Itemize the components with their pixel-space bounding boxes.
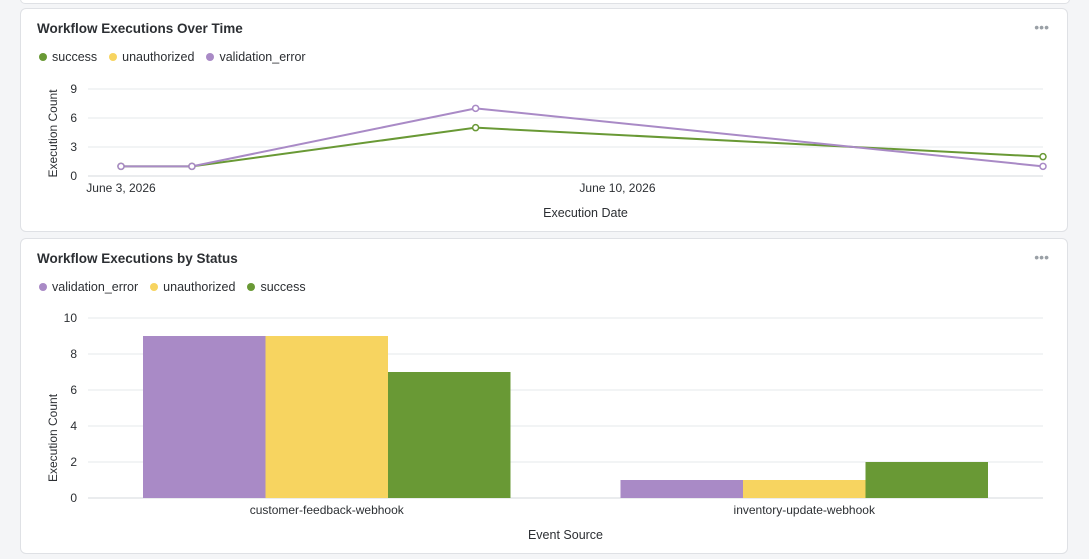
legend-label: validation_error [52, 280, 139, 294]
x-axis-label: Execution Date [543, 206, 628, 220]
legend-item-unauthorized[interactable]: unauthorized [109, 50, 194, 64]
y-tick-label: 0 [70, 169, 77, 183]
legend-swatch [247, 283, 256, 291]
legend-swatch [39, 283, 47, 291]
bar-unauthorized[interactable] [265, 336, 389, 498]
y-tick-label: 3 [70, 140, 77, 154]
legend-swatch [109, 53, 118, 61]
y-tick-label: 6 [70, 111, 77, 125]
y-tick-label: 10 [64, 311, 78, 325]
x-tick-label: June 3, 2026 [86, 181, 156, 195]
legend-label: unauthorized [122, 50, 195, 64]
more-horizontal-icon[interactable]: ••• [1034, 249, 1049, 265]
y-tick-label: 8 [70, 347, 77, 361]
bar-success[interactable] [865, 462, 989, 498]
previous-card-edge [20, 0, 1070, 4]
legend-label: success [260, 280, 306, 294]
y-tick-label: 2 [70, 455, 77, 469]
legend-label: unauthorized [163, 280, 236, 294]
executions-over-time-card: Workflow Executions Over Time ••• succes… [20, 8, 1068, 232]
data-point-validation-error[interactable] [1039, 162, 1047, 171]
data-point-validation-error[interactable] [471, 104, 480, 113]
x-tick-label: June 10, 2026 [579, 181, 655, 195]
bar-validation-error[interactable] [143, 336, 266, 498]
x-tick-label: customer-feedback-webhook [250, 503, 405, 517]
card-title: Workflow Executions Over Time [37, 21, 243, 36]
data-point-success[interactable] [1039, 152, 1047, 161]
legend-swatch [150, 283, 159, 291]
data-point-validation-error[interactable] [188, 162, 196, 171]
y-tick-label: 0 [70, 491, 77, 505]
legend-label: validation_error [219, 50, 306, 64]
y-axis-label: Execution Count [46, 393, 60, 482]
legend-swatch [39, 53, 47, 61]
line-chart: 0 3 6 9 June 3, 2026 June 10, 2026 Execution D… [46, 82, 1047, 220]
legend-item-unauthorized[interactable]: unauthorized [150, 280, 235, 294]
executions-by-status-card: Workflow Executions by Status ••• valida… [20, 238, 1068, 554]
y-tick-label: 4 [70, 419, 77, 433]
x-tick-label: inventory-update-webhook [734, 503, 876, 517]
legend-item-validation-error[interactable]: validation_error [206, 50, 306, 64]
legend-swatch [206, 53, 215, 61]
chart-legend: success unauthorized validation_error [39, 50, 306, 64]
chart-legend: validation_error unauthorized success [39, 280, 306, 294]
card-title: Workflow Executions by Status [37, 251, 238, 266]
legend-label: success [52, 50, 98, 64]
bar-validation-error[interactable] [620, 480, 744, 498]
series-line-validation-error [121, 107, 1044, 168]
y-axis-label: Execution Count [46, 89, 60, 178]
legend-item-success[interactable]: success [247, 280, 306, 294]
legend-item-validation-error[interactable]: validation_error [39, 280, 138, 294]
y-tick-label: 9 [70, 82, 77, 96]
more-horizontal-icon[interactable]: ••• [1034, 19, 1049, 35]
bar-unauthorized[interactable] [743, 480, 866, 498]
y-tick-label: 6 [70, 383, 77, 397]
data-point-validation-error[interactable] [117, 162, 125, 171]
bar-success[interactable] [388, 372, 511, 498]
legend-item-success[interactable]: success [39, 50, 97, 64]
bar-chart: 0 2 4 6 8 10 customer-feedback-webhook inventor… [46, 311, 1043, 542]
x-axis-label: Event Source [528, 528, 603, 542]
data-point-success[interactable] [471, 123, 480, 132]
